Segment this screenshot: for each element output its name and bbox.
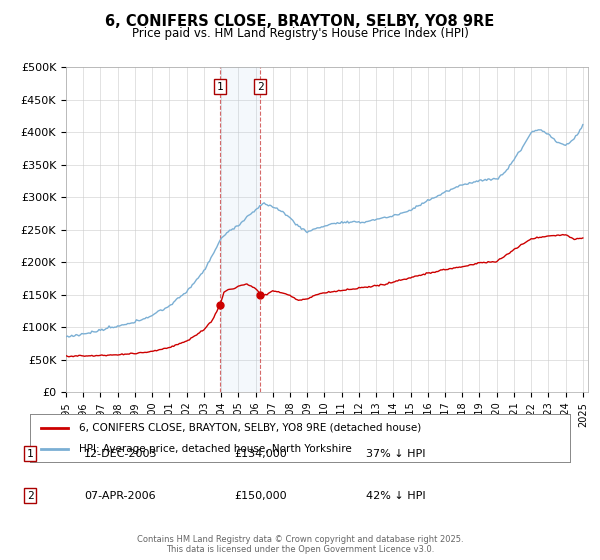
Text: 1: 1 (217, 82, 224, 92)
Text: 12-DEC-2003: 12-DEC-2003 (84, 449, 157, 459)
Text: £134,000: £134,000 (234, 449, 287, 459)
Text: 42% ↓ HPI: 42% ↓ HPI (366, 491, 425, 501)
Text: 2: 2 (257, 82, 263, 92)
Text: 6, CONIFERS CLOSE, BRAYTON, SELBY, YO8 9RE (detached house): 6, CONIFERS CLOSE, BRAYTON, SELBY, YO8 9… (79, 423, 421, 433)
Text: 07-APR-2006: 07-APR-2006 (84, 491, 155, 501)
Text: 2: 2 (26, 491, 34, 501)
Text: Contains HM Land Registry data © Crown copyright and database right 2025.
This d: Contains HM Land Registry data © Crown c… (137, 535, 463, 554)
Text: 6, CONIFERS CLOSE, BRAYTON, SELBY, YO8 9RE: 6, CONIFERS CLOSE, BRAYTON, SELBY, YO8 9… (106, 14, 494, 29)
Text: HPI: Average price, detached house, North Yorkshire: HPI: Average price, detached house, Nort… (79, 444, 352, 454)
Text: Price paid vs. HM Land Registry's House Price Index (HPI): Price paid vs. HM Land Registry's House … (131, 27, 469, 40)
Text: 1: 1 (26, 449, 34, 459)
Text: £150,000: £150,000 (234, 491, 287, 501)
Text: 37% ↓ HPI: 37% ↓ HPI (366, 449, 425, 459)
Bar (220, 67, 260, 392)
